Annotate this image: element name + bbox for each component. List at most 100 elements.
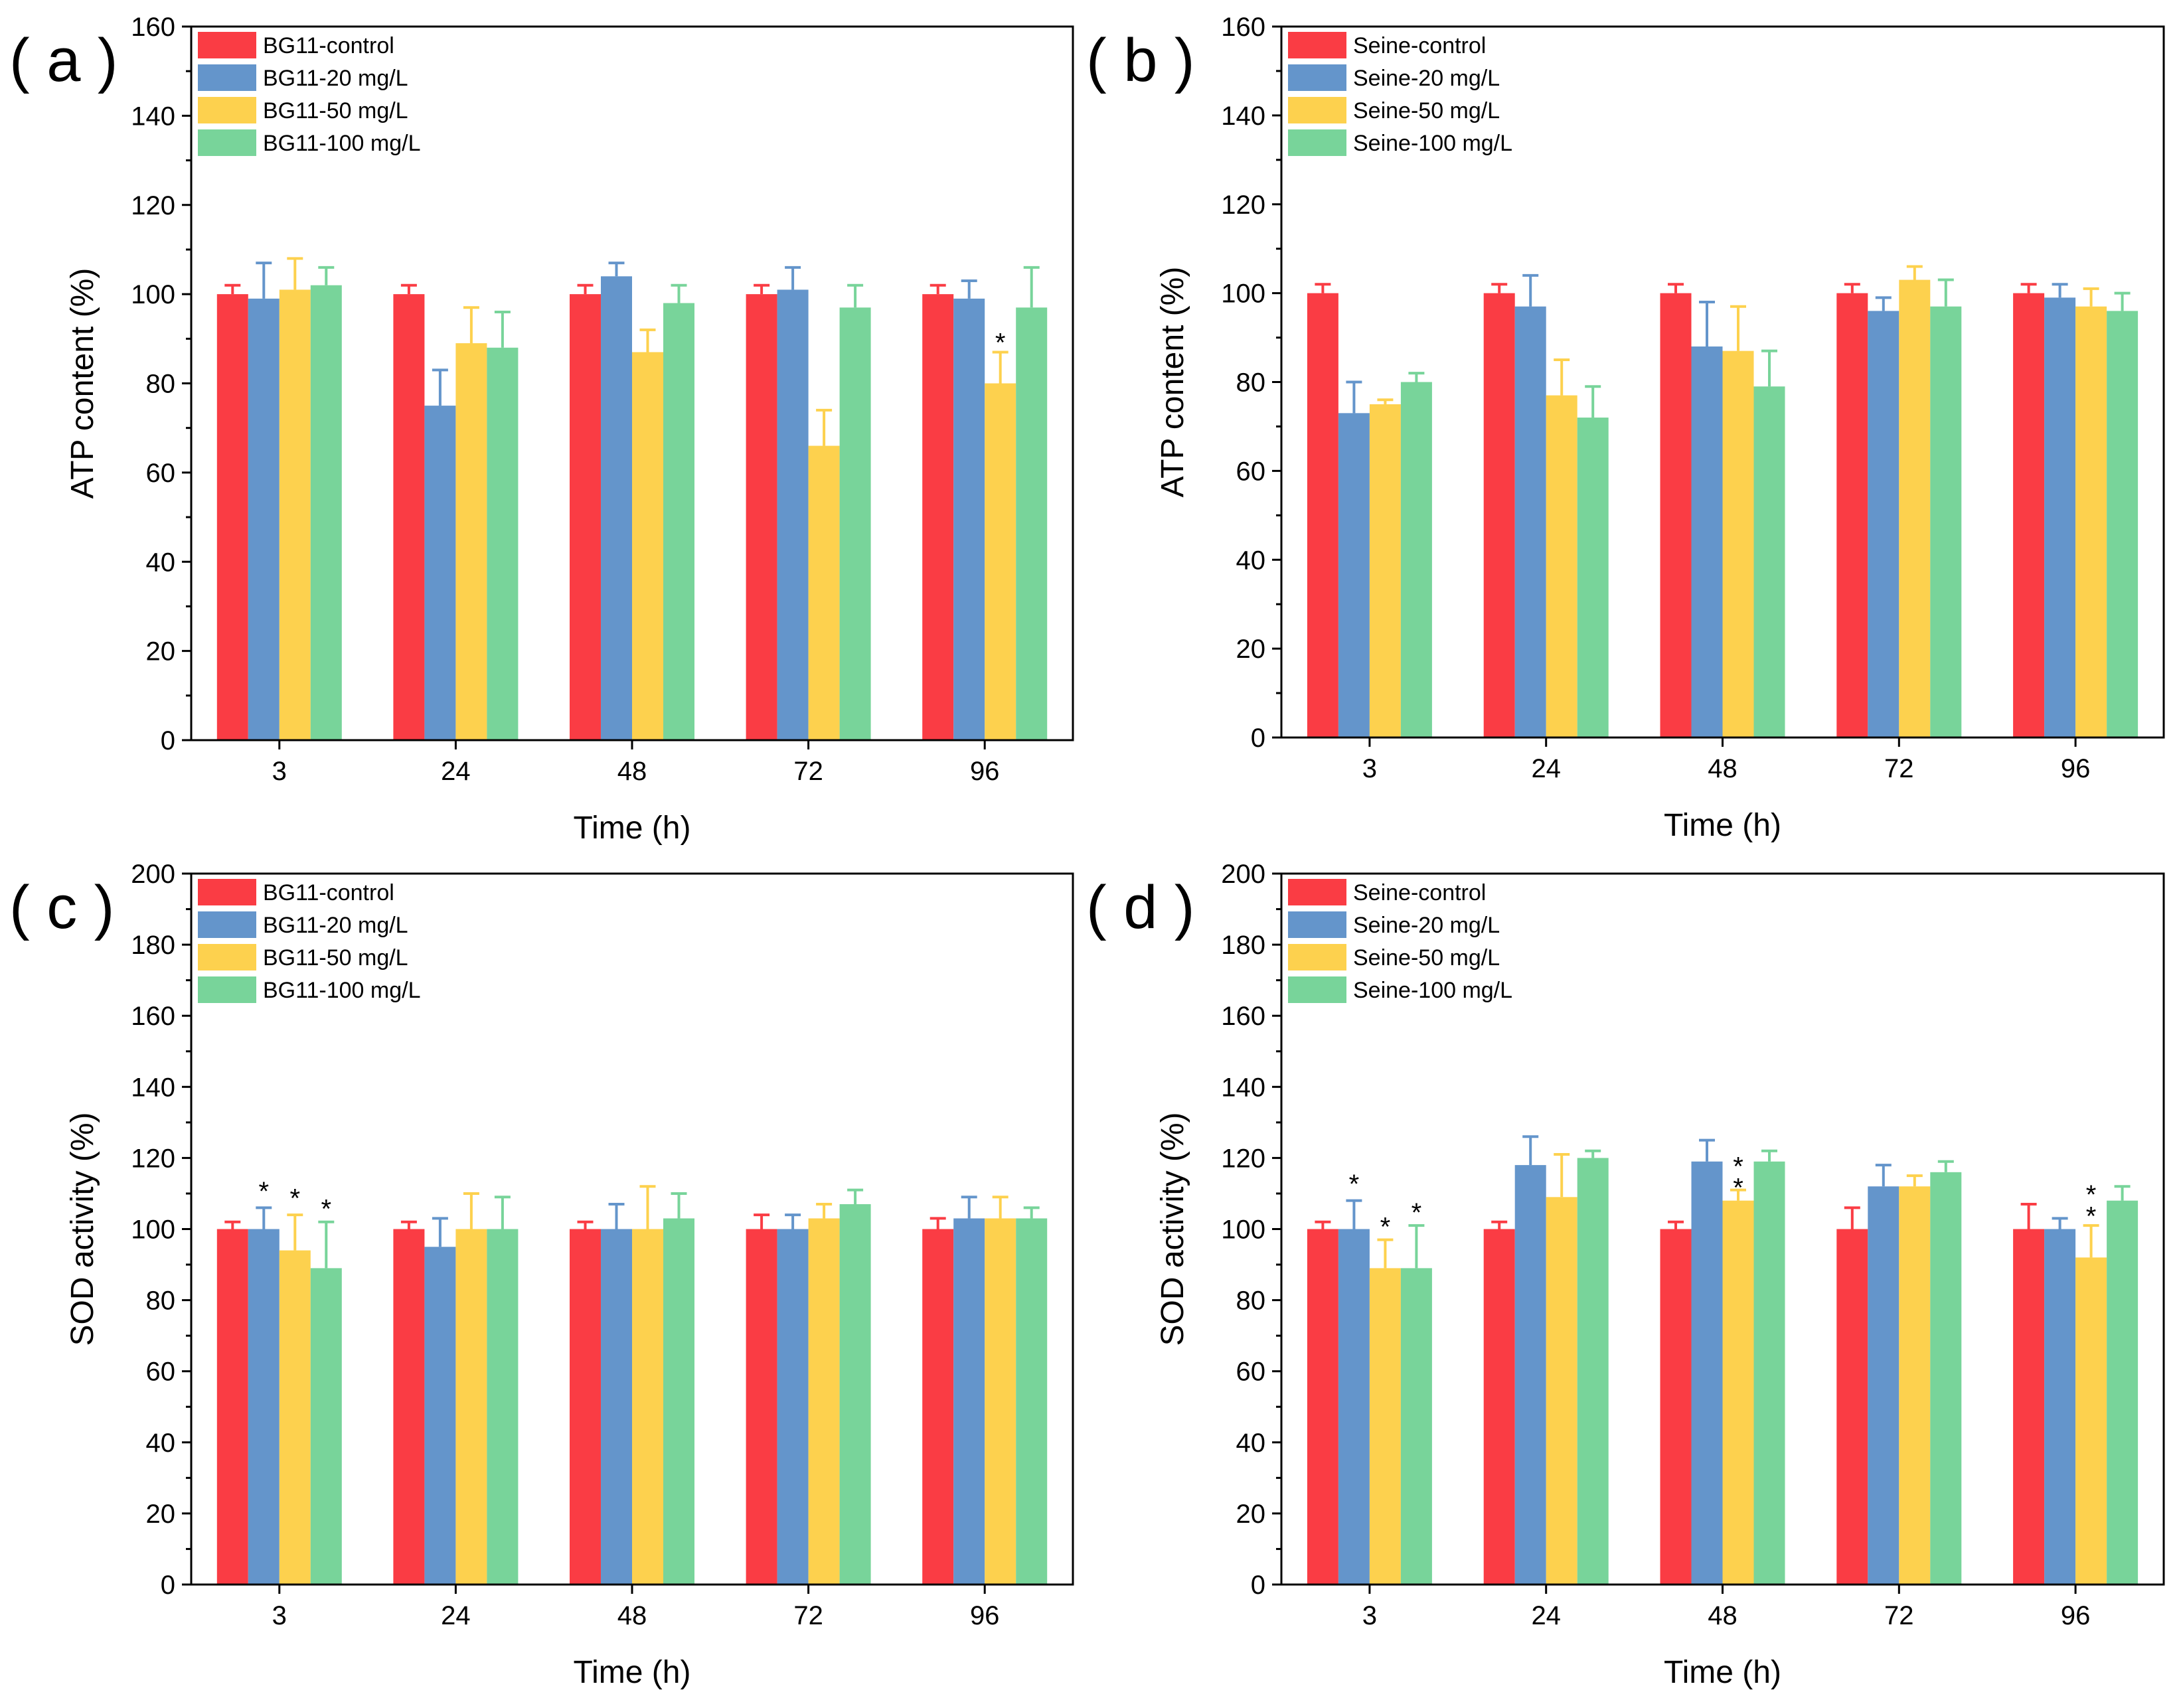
bar <box>248 298 280 740</box>
x-tick-label: 72 <box>793 1601 823 1630</box>
bar <box>455 343 487 740</box>
y-tick-label: 160 <box>131 1002 175 1031</box>
legend-label: BG11-100 mg/L <box>263 978 421 1003</box>
bar <box>2107 1200 2139 1585</box>
bar <box>953 1218 985 1585</box>
significance-marker: * <box>2086 1180 2097 1209</box>
y-tick-label: 100 <box>1221 279 1265 309</box>
legend-swatch <box>1288 976 1346 1003</box>
x-tick-label: 72 <box>1884 754 1914 783</box>
legend-label: Seine-20 mg/L <box>1353 66 1500 91</box>
x-tick-label: 72 <box>1884 1601 1914 1630</box>
y-axis-title: ATP content (%) <box>65 268 100 499</box>
x-axis-title: Time (h) <box>1664 1655 1781 1690</box>
legend-label: BG11-100 mg/L <box>263 131 421 156</box>
bar <box>1722 350 1754 738</box>
x-tick-label: 3 <box>272 757 287 786</box>
y-axis-title: ATP content (%) <box>1155 267 1190 498</box>
bar <box>216 1229 248 1585</box>
significance-marker: * <box>1733 1152 1743 1181</box>
y-tick-label: 140 <box>1221 1073 1265 1102</box>
y-tick-label: 0 <box>161 1571 175 1600</box>
bar <box>746 1229 777 1585</box>
legend-label: BG11-50 mg/L <box>263 98 408 123</box>
bar <box>1016 307 1048 740</box>
y-tick-label: 100 <box>131 1215 175 1245</box>
bar <box>248 1229 280 1585</box>
bar <box>393 1229 425 1585</box>
legend-label: BG11-20 mg/L <box>263 913 408 938</box>
bar <box>663 1218 694 1585</box>
bar <box>632 1229 663 1585</box>
y-tick-label: 100 <box>1221 1215 1265 1245</box>
panel-label: ( c ) <box>9 874 114 941</box>
x-tick-label: 24 <box>1531 1601 1561 1630</box>
bar <box>1930 1172 1962 1585</box>
significance-marker: * <box>995 329 1006 358</box>
bar <box>1753 1161 1785 1585</box>
y-tick-label: 180 <box>131 931 175 960</box>
legend-swatch <box>198 944 256 970</box>
bar <box>487 347 519 740</box>
significance-marker: * <box>1412 1198 1422 1227</box>
x-tick-label: 96 <box>970 757 1000 786</box>
bar <box>1307 293 1338 738</box>
panel-label: ( d ) <box>1086 874 1195 941</box>
legend-label: Seine-control <box>1353 33 1486 58</box>
bar <box>1577 1158 1609 1585</box>
x-tick-label: 24 <box>1531 754 1561 783</box>
bar <box>601 276 632 740</box>
bar <box>1483 293 1515 738</box>
legend-label: Seine-control <box>1353 880 1486 905</box>
y-tick-label: 180 <box>1221 931 1265 960</box>
bar <box>1836 1229 1868 1585</box>
legend-swatch <box>198 976 256 1003</box>
y-tick-label: 20 <box>146 1500 176 1529</box>
y-tick-label: 160 <box>131 13 175 42</box>
bar <box>2044 1229 2076 1585</box>
significance-marker: * <box>290 1184 301 1213</box>
y-tick-label: 0 <box>1251 724 1265 753</box>
legend-swatch <box>198 32 256 58</box>
y-tick-label: 20 <box>146 637 176 666</box>
legend-label: Seine-100 mg/L <box>1353 978 1512 1003</box>
bar <box>1722 1200 1754 1585</box>
y-tick-label: 100 <box>131 280 175 309</box>
bar <box>746 294 777 740</box>
bar <box>1514 1165 1546 1585</box>
panel-d: ( d )** *** **0204060801001201401601802003… <box>1086 860 2165 1690</box>
panel-label: ( a ) <box>9 27 118 94</box>
bar <box>922 294 954 740</box>
y-tick-label: 20 <box>1236 1500 1266 1529</box>
bar <box>1753 386 1785 738</box>
legend: BG11-control BG11-20 mg/L BG11-50 mg/L BG11… <box>198 879 421 1003</box>
bar <box>1691 1161 1723 1585</box>
x-tick-label: 72 <box>793 757 823 786</box>
bar <box>663 303 694 740</box>
y-axis-title: SOD activity (%) <box>1155 1112 1190 1346</box>
legend-label: BG11-control <box>263 880 394 905</box>
bar <box>1016 1218 1048 1585</box>
bar <box>279 1250 311 1585</box>
x-tick-label: 3 <box>1362 1601 1377 1630</box>
y-tick-label: 40 <box>146 548 176 577</box>
bar <box>570 294 601 740</box>
legend-label: Seine-50 mg/L <box>1353 98 1500 123</box>
y-tick-label: 40 <box>1236 1429 1266 1458</box>
y-tick-label: 60 <box>1236 1358 1266 1387</box>
bar <box>1546 1197 1577 1585</box>
x-tick-label: 48 <box>1708 1601 1737 1630</box>
bar <box>1338 413 1370 738</box>
x-tick-label: 3 <box>272 1601 287 1630</box>
x-axis-title: Time (h) <box>1664 808 1781 843</box>
bar <box>985 1218 1016 1585</box>
x-axis-title: Time (h) <box>574 811 691 846</box>
significance-marker: * <box>2086 1202 2097 1231</box>
legend-label: BG11-20 mg/L <box>263 66 408 91</box>
y-tick-label: 40 <box>146 1429 176 1458</box>
x-axis-title: Time (h) <box>574 1655 691 1690</box>
y-tick-label: 0 <box>161 726 175 755</box>
y-tick-label: 80 <box>146 1286 176 1316</box>
bar <box>777 289 809 740</box>
y-tick-label: 200 <box>1221 860 1265 889</box>
